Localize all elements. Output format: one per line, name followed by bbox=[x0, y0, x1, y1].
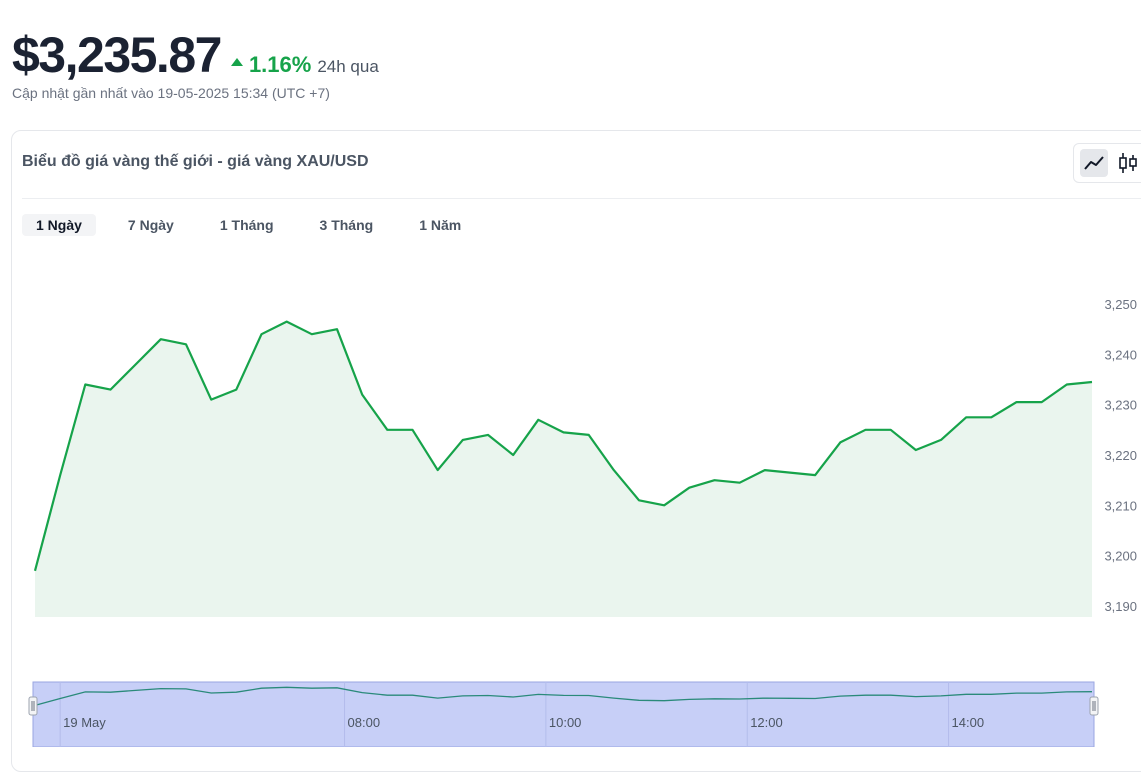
y-tick-label: 3,220 bbox=[1104, 448, 1137, 463]
price-header: $3,235.87 1.16% 24h qua bbox=[12, 26, 379, 84]
y-tick-label: 3,190 bbox=[1104, 599, 1137, 614]
range-selector: 1 Ngày 7 Ngày 1 Tháng 3 Tháng 1 Năm bbox=[22, 214, 493, 236]
chart-type-toggle bbox=[1073, 143, 1141, 183]
chart-title: Biểu đồ giá vàng thế giới - giá vàng XAU… bbox=[22, 153, 369, 170]
line-chart-icon bbox=[1084, 156, 1104, 170]
y-tick-label: 3,200 bbox=[1104, 549, 1137, 564]
navigator-time-label: 12:00 bbox=[750, 715, 783, 730]
price-line bbox=[33, 320, 1093, 572]
current-price: $3,235.87 bbox=[12, 27, 222, 83]
navigator-time-label: 10:00 bbox=[549, 715, 582, 730]
caret-up-icon bbox=[230, 58, 243, 66]
line-chart-button[interactable] bbox=[1080, 149, 1108, 177]
range-1-day[interactable]: 1 Ngày bbox=[22, 214, 96, 236]
candlestick-button[interactable] bbox=[1114, 149, 1141, 177]
navigator-time-label: 08:00 bbox=[348, 715, 381, 730]
range-3-months[interactable]: 3 Tháng bbox=[319, 217, 374, 233]
y-tick-label: 3,250 bbox=[1104, 297, 1137, 312]
range-1-month[interactable]: 1 Tháng bbox=[219, 217, 274, 233]
navigator-line bbox=[34, 686, 1093, 707]
price-area bbox=[35, 321, 1092, 617]
navigator-handle-right[interactable] bbox=[1089, 696, 1099, 716]
y-tick-label: 3,210 bbox=[1104, 498, 1137, 513]
navigator-time-label: 14:00 bbox=[952, 715, 985, 730]
range-7-days[interactable]: 7 Ngày bbox=[127, 217, 174, 233]
price-change: 1.16% bbox=[248, 52, 312, 77]
card-divider bbox=[22, 198, 1141, 199]
navigator-handle-left[interactable] bbox=[28, 696, 38, 716]
navigator-time-label: 19 May bbox=[63, 715, 106, 730]
last-updated: Cập nhật gần nhất vào 19-05-2025 15:34 (… bbox=[12, 85, 330, 101]
candlestick-icon bbox=[1119, 153, 1137, 173]
y-tick-label: 3,230 bbox=[1104, 398, 1137, 413]
change-period: 24h qua bbox=[317, 57, 379, 76]
y-tick-label: 3,240 bbox=[1104, 347, 1137, 362]
price-chart: 3,190 3,200 3,210 3,220 3,230 3,240 3,250 19 Ma… bbox=[28, 297, 1137, 747]
range-1-year[interactable]: 1 Năm bbox=[419, 217, 462, 233]
